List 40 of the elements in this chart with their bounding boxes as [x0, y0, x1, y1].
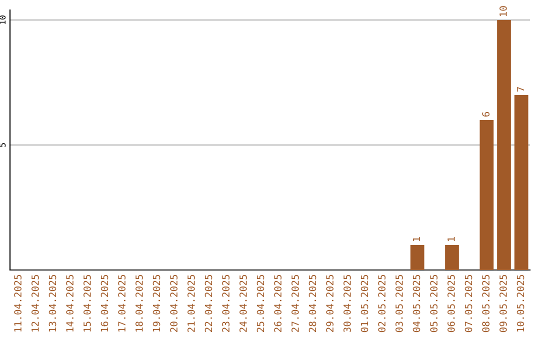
- data-label: 10: [499, 6, 507, 16]
- x-tick-label: 20.04.2025: [170, 274, 178, 332]
- x-tick-label: 09.05.2025: [499, 274, 507, 332]
- x-tick-label: 13.04.2025: [48, 274, 56, 332]
- x-tick-label: 30.04.2025: [343, 274, 351, 332]
- x-tick-label: 25.04.2025: [256, 274, 264, 332]
- x-tick-label: 17.04.2025: [118, 274, 126, 332]
- x-tick-label: 05.05.2025: [430, 274, 438, 332]
- x-tick-label: 03.05.2025: [395, 274, 403, 332]
- x-tick-label: 07.05.2025: [464, 274, 472, 332]
- bar: [514, 95, 528, 270]
- data-label: 1: [412, 237, 420, 242]
- x-tick-label: 15.04.2025: [83, 274, 91, 332]
- x-tick-label: 11.04.2025: [14, 274, 22, 332]
- x-tick-label: 29.04.2025: [326, 274, 334, 332]
- x-tick-label: 27.04.2025: [291, 274, 299, 332]
- x-tick-label: 14.04.2025: [66, 274, 74, 332]
- x-tick-label: 23.04.2025: [222, 274, 230, 332]
- x-tick-label: 08.05.2025: [482, 274, 490, 332]
- x-tick-label: 28.04.2025: [308, 274, 316, 332]
- x-tick-label: 24.04.2025: [239, 274, 247, 332]
- bar: [410, 245, 424, 270]
- x-tick-label: 26.04.2025: [274, 274, 282, 332]
- x-tick-label: 10.05.2025: [516, 274, 524, 332]
- x-tick-label: 02.05.2025: [378, 274, 386, 332]
- x-tick-label: 12.04.2025: [31, 274, 39, 332]
- x-tick-label: 19.04.2025: [152, 274, 160, 332]
- bar: [445, 245, 459, 270]
- x-tick-label: 01.05.2025: [360, 274, 368, 332]
- x-tick-label: 06.05.2025: [447, 274, 455, 332]
- data-label: 1: [448, 237, 455, 242]
- bar: [480, 120, 494, 270]
- x-tick-label: 04.05.2025: [412, 274, 420, 332]
- data-label: 7: [516, 87, 524, 92]
- x-tick-label: 16.04.2025: [100, 274, 108, 332]
- x-tick-label: 21.04.2025: [187, 274, 195, 332]
- data-label: 6: [482, 112, 490, 117]
- x-tick-label: 18.04.2025: [135, 274, 143, 332]
- bar: [497, 20, 511, 270]
- x-tick-label: 22.04.2025: [204, 274, 212, 332]
